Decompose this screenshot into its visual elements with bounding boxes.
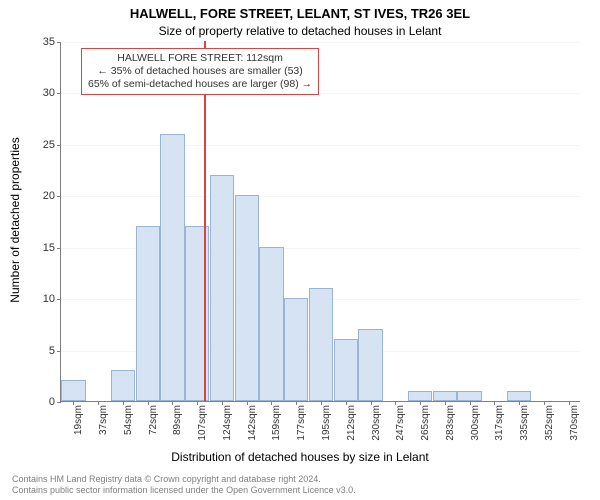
y-tick-mark xyxy=(57,145,61,146)
histogram-bar xyxy=(334,339,358,401)
histogram-bar xyxy=(160,134,184,401)
x-tick-label: 230sqm xyxy=(371,405,382,441)
x-axis-label: Distribution of detached houses by size … xyxy=(0,450,600,464)
x-tick-label: 212sqm xyxy=(346,405,357,441)
footer-line-2: Contains public sector information licen… xyxy=(12,485,356,496)
histogram-plot: 0510152025303519sqm37sqm54sqm72sqm89sqm1… xyxy=(60,42,580,402)
y-axis-label: Number of detached properties xyxy=(8,137,22,302)
x-tick-label: 107sqm xyxy=(197,405,208,441)
y-tick-mark xyxy=(57,351,61,352)
x-tick-label: 352sqm xyxy=(544,405,555,441)
y-tick-label: 30 xyxy=(43,87,55,99)
x-tick-label: 265sqm xyxy=(420,405,431,441)
annotation-line-3: 65% of semi-detached houses are larger (… xyxy=(88,78,312,91)
histogram-bar xyxy=(136,226,160,401)
x-tick-label: 370sqm xyxy=(569,405,580,441)
histogram-bar xyxy=(507,391,531,401)
y-tick-mark xyxy=(57,402,61,403)
y-tick-label: 25 xyxy=(43,139,55,151)
annotation-line-2: ← 35% of detached houses are smaller (53… xyxy=(88,65,312,78)
x-tick-label: 335sqm xyxy=(519,405,530,441)
gridline xyxy=(61,145,580,146)
footer-line-1: Contains HM Land Registry data © Crown c… xyxy=(12,474,356,485)
histogram-bar xyxy=(259,247,283,401)
x-tick-label: 317sqm xyxy=(494,405,505,441)
x-tick-label: 300sqm xyxy=(470,405,481,441)
y-tick-mark xyxy=(57,299,61,300)
x-tick-label: 177sqm xyxy=(296,405,307,441)
y-tick-mark xyxy=(57,196,61,197)
histogram-bar xyxy=(358,329,382,401)
histogram-bar xyxy=(210,175,234,401)
y-tick-label: 20 xyxy=(43,190,55,202)
x-tick-label: 283sqm xyxy=(445,405,456,441)
y-tick-label: 15 xyxy=(43,242,55,254)
histogram-bar xyxy=(284,298,308,401)
x-tick-label: 19sqm xyxy=(73,405,84,435)
x-tick-label: 142sqm xyxy=(247,405,258,441)
x-tick-label: 37sqm xyxy=(98,405,109,435)
footer-text: Contains HM Land Registry data © Crown c… xyxy=(12,474,356,496)
gridline xyxy=(61,42,580,43)
x-tick-label: 247sqm xyxy=(395,405,406,441)
y-tick-mark xyxy=(57,93,61,94)
y-tick-label: 10 xyxy=(43,293,55,305)
x-tick-label: 124sqm xyxy=(222,405,233,441)
x-tick-label: 72sqm xyxy=(148,405,159,435)
histogram-bar xyxy=(185,226,209,401)
gridline xyxy=(61,196,580,197)
histogram-bar xyxy=(111,370,135,401)
y-tick-label: 0 xyxy=(49,396,55,408)
annotation-box: HALWELL FORE STREET: 112sqm ← 35% of det… xyxy=(81,48,319,95)
x-tick-label: 54sqm xyxy=(123,405,134,435)
histogram-bar xyxy=(61,380,85,401)
x-tick-label: 195sqm xyxy=(321,405,332,441)
y-tick-label: 35 xyxy=(43,36,55,48)
y-tick-label: 5 xyxy=(49,345,55,357)
title-line-1: HALWELL, FORE STREET, LELANT, ST IVES, T… xyxy=(0,6,600,21)
x-tick-label: 159sqm xyxy=(271,405,282,441)
histogram-bar xyxy=(309,288,333,401)
annotation-line-1: HALWELL FORE STREET: 112sqm xyxy=(88,52,312,65)
x-tick-label: 89sqm xyxy=(172,405,183,435)
histogram-bar xyxy=(235,195,259,401)
y-tick-mark xyxy=(57,42,61,43)
title-line-2: Size of property relative to detached ho… xyxy=(0,24,600,38)
histogram-bar xyxy=(457,391,481,401)
y-tick-mark xyxy=(57,248,61,249)
histogram-bar xyxy=(433,391,457,401)
histogram-bar xyxy=(408,391,432,401)
